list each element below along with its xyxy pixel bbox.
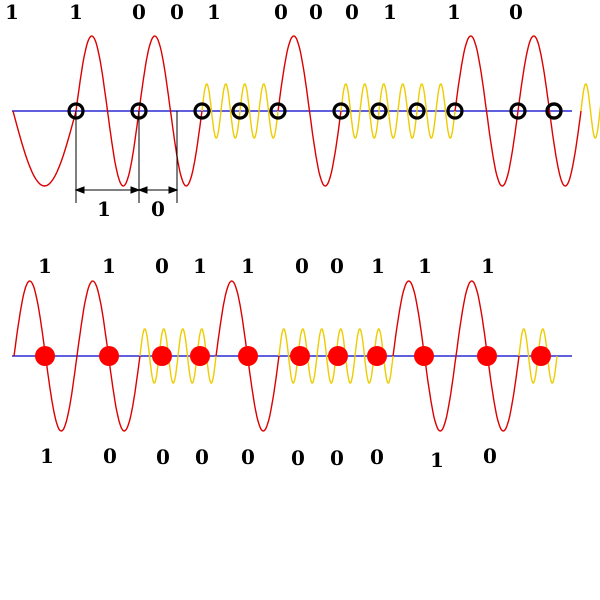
dimension-label-one: 1 [97,197,111,221]
dimension-annotation: 1 0 [74,111,179,221]
lower-bit-label: 0 [291,446,305,470]
top-bit-label: 1 [447,0,461,24]
sample-point-dot [328,346,348,366]
wave-segment-short [201,83,241,139]
wave-segment-short [580,83,600,139]
boundary-ring-marker [269,102,287,120]
wave-segment-long [75,35,140,187]
boundary-ring-marker [408,102,426,120]
boundary-ring-marker [231,102,249,120]
top-waveform [12,35,600,187]
arrowhead [130,186,141,194]
bottom-lower-bit-labels: 1 0 0 0 0 0 0 0 1 0 [40,444,497,472]
lower-bit-label: 1 [40,444,54,468]
wave-segment-long [454,35,519,187]
top-bit-label: 0 [309,0,323,24]
sample-point-dot [238,346,258,366]
lower-bit-label: 0 [483,444,497,468]
lower-bit-label: 0 [103,444,117,468]
upper-bit-label: 1 [481,254,495,278]
arrowhead [74,186,85,194]
top-bit-label: 0 [274,0,288,24]
lower-bit-label: 1 [430,448,444,472]
boundary-ring-marker [193,102,211,120]
top-bit-label: 1 [383,0,397,24]
wave-segment-long [138,35,203,187]
dimension-label-zero: 0 [151,197,165,221]
lower-bit-label: 0 [156,445,170,469]
upper-bit-label: 1 [241,254,255,278]
wave-segment-long [12,110,77,187]
wave-segment-short [378,83,418,139]
boundary-ring-marker [370,102,388,120]
wave-segment-long [277,35,342,187]
arrowhead [168,186,179,194]
boundary-ring-marker [446,102,464,120]
lower-bit-label: 0 [330,446,344,470]
sample-point-dot [99,346,119,366]
sample-point-dot [190,346,210,366]
upper-bit-label: 1 [371,254,385,278]
wave-segment-short [340,83,380,139]
upper-bit-label: 1 [102,254,116,278]
sample-point-dot [367,346,387,366]
lower-bit-label: 0 [195,445,209,469]
boundary-ring-marker [509,102,527,120]
sample-point-dot [477,346,497,366]
upper-bit-label: 0 [295,254,309,278]
wave-segment-long [517,35,582,187]
sample-point-dot [414,346,434,366]
lower-bit-label: 0 [241,445,255,469]
upper-bit-label: 0 [155,254,169,278]
boundary-ring-marker [545,102,563,120]
bottom-sample-points [35,346,551,366]
sample-point-dot [152,346,172,366]
sample-point-dot [290,346,310,366]
upper-bit-label: 0 [330,254,344,278]
arrowhead [137,186,148,194]
wave-segment-short [416,83,456,139]
top-bit-label: 0 [509,0,523,24]
top-bit-label: 1 [207,0,221,24]
lower-bit-label: 0 [370,445,384,469]
top-bit-label: 0 [170,0,184,24]
upper-bit-label: 1 [38,254,52,278]
upper-bit-label: 1 [418,254,432,278]
sample-point-dot [35,346,55,366]
top-bit-label: 0 [345,0,359,24]
top-bit-label: 1 [5,0,19,24]
boundary-ring-marker [332,102,350,120]
top-bit-label: 0 [132,0,146,24]
upper-bit-label: 1 [193,254,207,278]
top-bit-label: 1 [69,0,83,24]
wave-segment-short [239,83,279,139]
sample-point-dot [531,346,551,366]
